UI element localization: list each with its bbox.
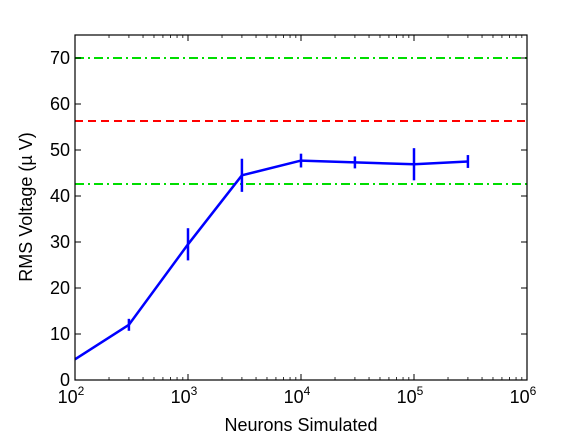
- y-tick-label-3: 30: [50, 232, 70, 252]
- y-tick-label-5: 50: [50, 140, 70, 160]
- y-axis-label: RMS Voltage (µ V): [16, 132, 36, 281]
- x-axis-label: Neurons Simulated: [224, 415, 377, 435]
- x-tick-label-4: 106: [510, 384, 537, 407]
- y-axis-ticks: 0 10 20 30 40 50 60 70: [50, 48, 527, 390]
- x-tick-label-3: 105: [397, 384, 424, 407]
- y-tick-label-0: 0: [60, 370, 70, 390]
- reference-lines: [75, 57, 527, 186]
- y-tick-label-2: 20: [50, 278, 70, 298]
- y-tick-label-7: 70: [50, 48, 70, 68]
- x-axis-ticks: 102 103 104 105 106: [58, 35, 537, 407]
- y-tick-label-4: 40: [50, 186, 70, 206]
- y-tick-label-1: 10: [50, 324, 70, 344]
- x-tick-label-0: 102: [58, 384, 85, 407]
- series-layer: [74, 148, 470, 361]
- series-line-0: [74, 159, 468, 361]
- y-tick-label-6: 60: [50, 94, 70, 114]
- plot-area: [75, 35, 527, 380]
- x-tick-label-1: 103: [171, 384, 198, 407]
- x-tick-label-2: 104: [284, 384, 311, 407]
